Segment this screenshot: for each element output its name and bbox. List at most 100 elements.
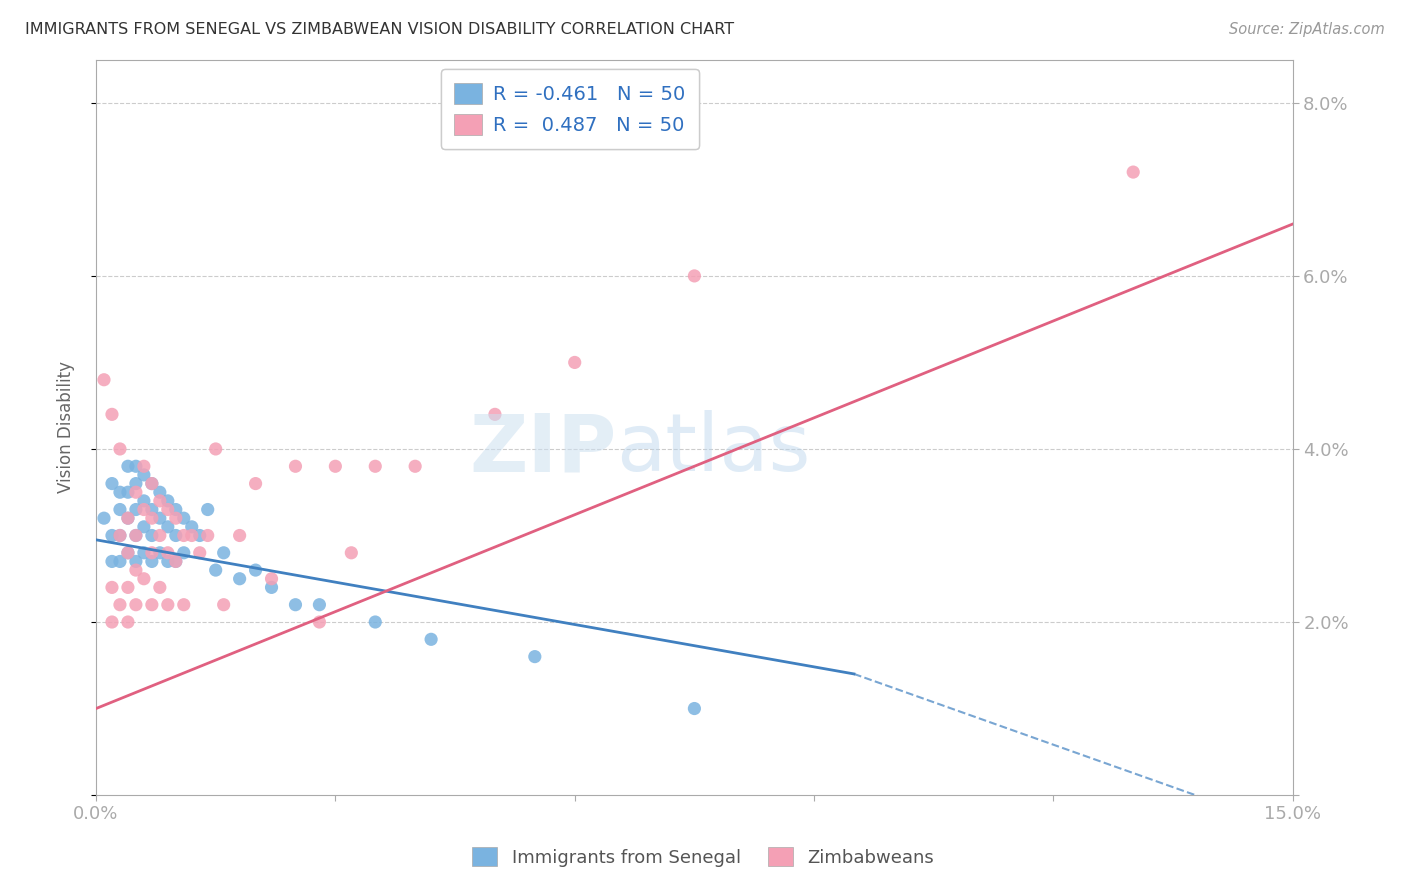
Point xyxy=(156,554,179,568)
Point xyxy=(132,459,155,474)
Point xyxy=(564,355,586,369)
Point xyxy=(117,511,139,525)
Point xyxy=(364,615,387,629)
Point xyxy=(420,632,443,647)
Point xyxy=(108,442,131,456)
Point xyxy=(683,701,706,715)
Point xyxy=(197,502,219,516)
Point xyxy=(404,459,426,474)
Point xyxy=(308,615,330,629)
Y-axis label: Vision Disability: Vision Disability xyxy=(58,361,75,493)
Point xyxy=(228,572,250,586)
Point xyxy=(125,598,148,612)
Point xyxy=(149,485,172,500)
Point xyxy=(108,502,131,516)
Point xyxy=(101,554,124,568)
Text: Source: ZipAtlas.com: Source: ZipAtlas.com xyxy=(1229,22,1385,37)
Point xyxy=(125,528,148,542)
Point xyxy=(149,528,172,542)
Point xyxy=(173,598,195,612)
Point xyxy=(180,520,202,534)
Point xyxy=(165,554,187,568)
Point xyxy=(125,563,148,577)
Point xyxy=(101,528,124,542)
Point xyxy=(340,546,363,560)
Point xyxy=(683,268,706,283)
Point xyxy=(101,615,124,629)
Point xyxy=(173,528,195,542)
Point xyxy=(523,649,546,664)
Point xyxy=(117,581,139,595)
Point xyxy=(132,572,155,586)
Point xyxy=(173,546,195,560)
Point xyxy=(108,598,131,612)
Point xyxy=(149,494,172,508)
Point xyxy=(117,511,139,525)
Point xyxy=(228,528,250,542)
Point xyxy=(156,546,179,560)
Point xyxy=(325,459,347,474)
Point xyxy=(108,554,131,568)
Point xyxy=(141,511,163,525)
Point xyxy=(149,546,172,560)
Text: atlas: atlas xyxy=(617,410,811,489)
Point xyxy=(132,467,155,482)
Point xyxy=(141,546,163,560)
Point xyxy=(117,615,139,629)
Point xyxy=(245,563,267,577)
Point xyxy=(180,528,202,542)
Point xyxy=(260,581,283,595)
Point xyxy=(141,476,163,491)
Text: ZIP: ZIP xyxy=(470,410,617,489)
Point xyxy=(125,459,148,474)
Text: IMMIGRANTS FROM SENEGAL VS ZIMBABWEAN VISION DISABILITY CORRELATION CHART: IMMIGRANTS FROM SENEGAL VS ZIMBABWEAN VI… xyxy=(25,22,734,37)
Point xyxy=(93,511,115,525)
Point xyxy=(284,459,307,474)
Point xyxy=(141,476,163,491)
Point xyxy=(141,554,163,568)
Point xyxy=(156,494,179,508)
Point xyxy=(484,408,506,422)
Point xyxy=(308,598,330,612)
Point xyxy=(125,528,148,542)
Point xyxy=(1122,165,1144,179)
Legend: R = -0.461   N = 50, R =  0.487   N = 50: R = -0.461 N = 50, R = 0.487 N = 50 xyxy=(441,70,699,149)
Legend: Immigrants from Senegal, Zimbabweans: Immigrants from Senegal, Zimbabweans xyxy=(464,840,942,874)
Point xyxy=(188,528,211,542)
Point xyxy=(132,546,155,560)
Point xyxy=(149,511,172,525)
Point xyxy=(132,502,155,516)
Point xyxy=(117,485,139,500)
Point xyxy=(165,511,187,525)
Point xyxy=(132,520,155,534)
Point xyxy=(197,528,219,542)
Point xyxy=(173,511,195,525)
Point xyxy=(165,502,187,516)
Point xyxy=(204,563,226,577)
Point xyxy=(117,546,139,560)
Point xyxy=(117,546,139,560)
Point xyxy=(165,528,187,542)
Point xyxy=(108,485,131,500)
Point xyxy=(364,459,387,474)
Point xyxy=(101,581,124,595)
Point xyxy=(108,528,131,542)
Point xyxy=(212,598,235,612)
Point xyxy=(125,485,148,500)
Point xyxy=(125,502,148,516)
Point xyxy=(284,598,307,612)
Point xyxy=(212,546,235,560)
Point xyxy=(156,502,179,516)
Point xyxy=(93,373,115,387)
Point xyxy=(141,598,163,612)
Point xyxy=(101,408,124,422)
Point xyxy=(188,546,211,560)
Point xyxy=(149,581,172,595)
Point xyxy=(125,554,148,568)
Point xyxy=(156,520,179,534)
Point xyxy=(260,572,283,586)
Point xyxy=(141,528,163,542)
Point xyxy=(245,476,267,491)
Point xyxy=(156,598,179,612)
Point xyxy=(165,554,187,568)
